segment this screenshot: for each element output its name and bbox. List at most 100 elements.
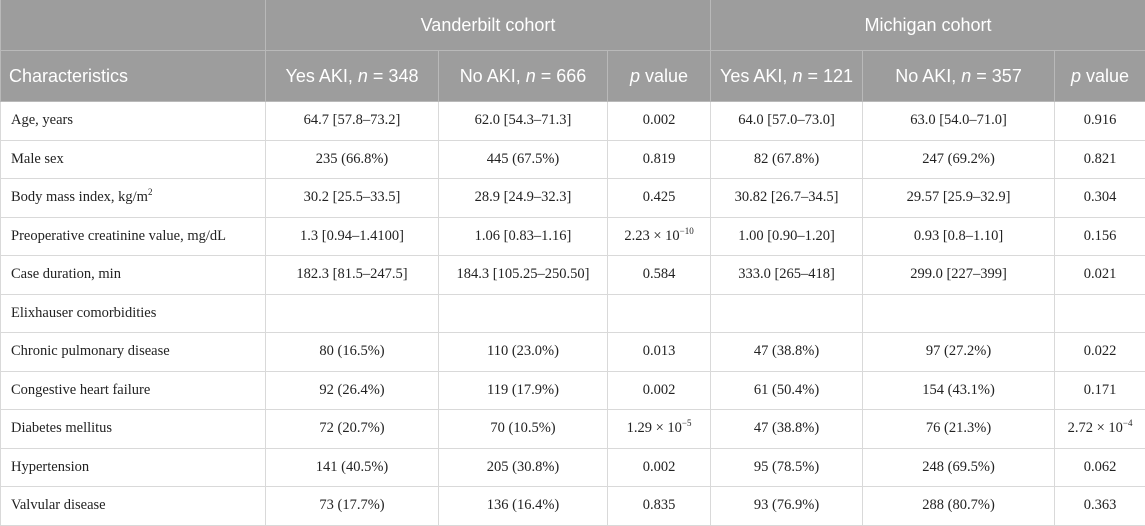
col-header-vanderbilt-p-value: p value <box>608 51 711 102</box>
table-cell: 64.7 [57.8–73.2] <box>266 102 439 141</box>
table-cell <box>439 294 608 333</box>
table-cell: 0.425 <box>608 179 711 218</box>
table-cell: 2.72 × 10−4 <box>1055 410 1145 449</box>
table-cell: 0.002 <box>608 371 711 410</box>
table-cell: 62.0 [54.3–71.3] <box>439 102 608 141</box>
table-cell: 333.0 [265–418] <box>711 256 863 295</box>
row-label: Hypertension <box>1 448 266 487</box>
row-label: Chronic pulmonary disease <box>1 333 266 372</box>
table-cell: 0.916 <box>1055 102 1145 141</box>
table-cell: 97 (27.2%) <box>863 333 1055 372</box>
table-row: Elixhauser comorbidities <box>1 294 1145 333</box>
col-header-michigan-yes-aki: Yes AKI, n = 121 <box>711 51 863 102</box>
table-cell: 248 (69.5%) <box>863 448 1055 487</box>
table-cell: 0.363 <box>1055 487 1145 526</box>
table-header: Vanderbilt cohort Michigan cohort Charac… <box>1 0 1145 102</box>
table-cell <box>711 294 863 333</box>
table-cell <box>266 294 439 333</box>
table-cell: 73 (17.7%) <box>266 487 439 526</box>
table-cell: 136 (16.4%) <box>439 487 608 526</box>
row-label: Body mass index, kg/m2 <box>1 179 266 218</box>
table-cell: 0.002 <box>608 102 711 141</box>
table-cell: 47 (38.8%) <box>711 410 863 449</box>
table-cell: 82 (67.8%) <box>711 140 863 179</box>
table-cell: 141 (40.5%) <box>266 448 439 487</box>
table-cell: 0.819 <box>608 140 711 179</box>
table-cell: 0.002 <box>608 448 711 487</box>
table-cell: 0.156 <box>1055 217 1145 256</box>
table-cell: 63.0 [54.0–71.0] <box>863 102 1055 141</box>
row-label: Age, years <box>1 102 266 141</box>
table-cell: 182.3 [81.5–247.5] <box>266 256 439 295</box>
table-cell: 247 (69.2%) <box>863 140 1055 179</box>
table-cell: 30.82 [26.7–34.5] <box>711 179 863 218</box>
table-cell: 235 (66.8%) <box>266 140 439 179</box>
table-cell: 2.23 × 10−10 <box>608 217 711 256</box>
table-cell: 0.584 <box>608 256 711 295</box>
table-cell: 1.3 [0.94–1.4100] <box>266 217 439 256</box>
table-cell: 80 (16.5%) <box>266 333 439 372</box>
table-cell: 70 (10.5%) <box>439 410 608 449</box>
table-cell: 0.021 <box>1055 256 1145 295</box>
table-cell: 288 (80.7%) <box>863 487 1055 526</box>
row-label: Male sex <box>1 140 266 179</box>
table-cell: 0.304 <box>1055 179 1145 218</box>
group-header-michigan: Michigan cohort <box>711 0 1145 51</box>
table-cell: 184.3 [105.25–250.50] <box>439 256 608 295</box>
table-cell: 92 (26.4%) <box>266 371 439 410</box>
table-cell: 1.00 [0.90–1.20] <box>711 217 863 256</box>
table-cell: 1.29 × 10−5 <box>608 410 711 449</box>
table-cell: 28.9 [24.9–32.3] <box>439 179 608 218</box>
row-label: Congestive heart failure <box>1 371 266 410</box>
table-cell: 445 (67.5%) <box>439 140 608 179</box>
header-empty-cell <box>1 0 266 51</box>
table-cell: 61 (50.4%) <box>711 371 863 410</box>
row-label: Diabetes mellitus <box>1 410 266 449</box>
header-characteristics: Characteristics <box>1 51 266 102</box>
table-cell: 119 (17.9%) <box>439 371 608 410</box>
table-cell: 1.06 [0.83–1.16] <box>439 217 608 256</box>
row-label: Valvular disease <box>1 487 266 526</box>
table-cell <box>863 294 1055 333</box>
table-cell: 30.2 [25.5–33.5] <box>266 179 439 218</box>
table-cell: 0.93 [0.8–1.10] <box>863 217 1055 256</box>
table-cell: 110 (23.0%) <box>439 333 608 372</box>
table-cell: 0.022 <box>1055 333 1145 372</box>
table-cell: 93 (76.9%) <box>711 487 863 526</box>
table-cell <box>1055 294 1145 333</box>
table-cell <box>608 294 711 333</box>
row-label: Elixhauser comorbidities <box>1 294 266 333</box>
row-label: Preoperative creatinine value, mg/dL <box>1 217 266 256</box>
table-cell: 299.0 [227–399] <box>863 256 1055 295</box>
table-cell: 0.013 <box>608 333 711 372</box>
table-cell: 76 (21.3%) <box>863 410 1055 449</box>
table-cell: 72 (20.7%) <box>266 410 439 449</box>
table-cell: 95 (78.5%) <box>711 448 863 487</box>
table-cell: 29.57 [25.9–32.9] <box>863 179 1055 218</box>
col-header-michigan-no-aki: No AKI, n = 357 <box>863 51 1055 102</box>
table-cell: 154 (43.1%) <box>863 371 1055 410</box>
col-header-vanderbilt-no-aki: No AKI, n = 666 <box>439 51 608 102</box>
table-cell: 0.171 <box>1055 371 1145 410</box>
table-cell: 0.062 <box>1055 448 1145 487</box>
table-cell: 0.835 <box>608 487 711 526</box>
table-cell: 64.0 [57.0–73.0] <box>711 102 863 141</box>
group-header-vanderbilt: Vanderbilt cohort <box>266 0 711 51</box>
col-header-vanderbilt-yes-aki: Yes AKI, n = 348 <box>266 51 439 102</box>
row-label: Case duration, min <box>1 256 266 295</box>
col-header-michigan-p-value: p value <box>1055 51 1145 102</box>
table-cell: 205 (30.8%) <box>439 448 608 487</box>
table-cell: 47 (38.8%) <box>711 333 863 372</box>
